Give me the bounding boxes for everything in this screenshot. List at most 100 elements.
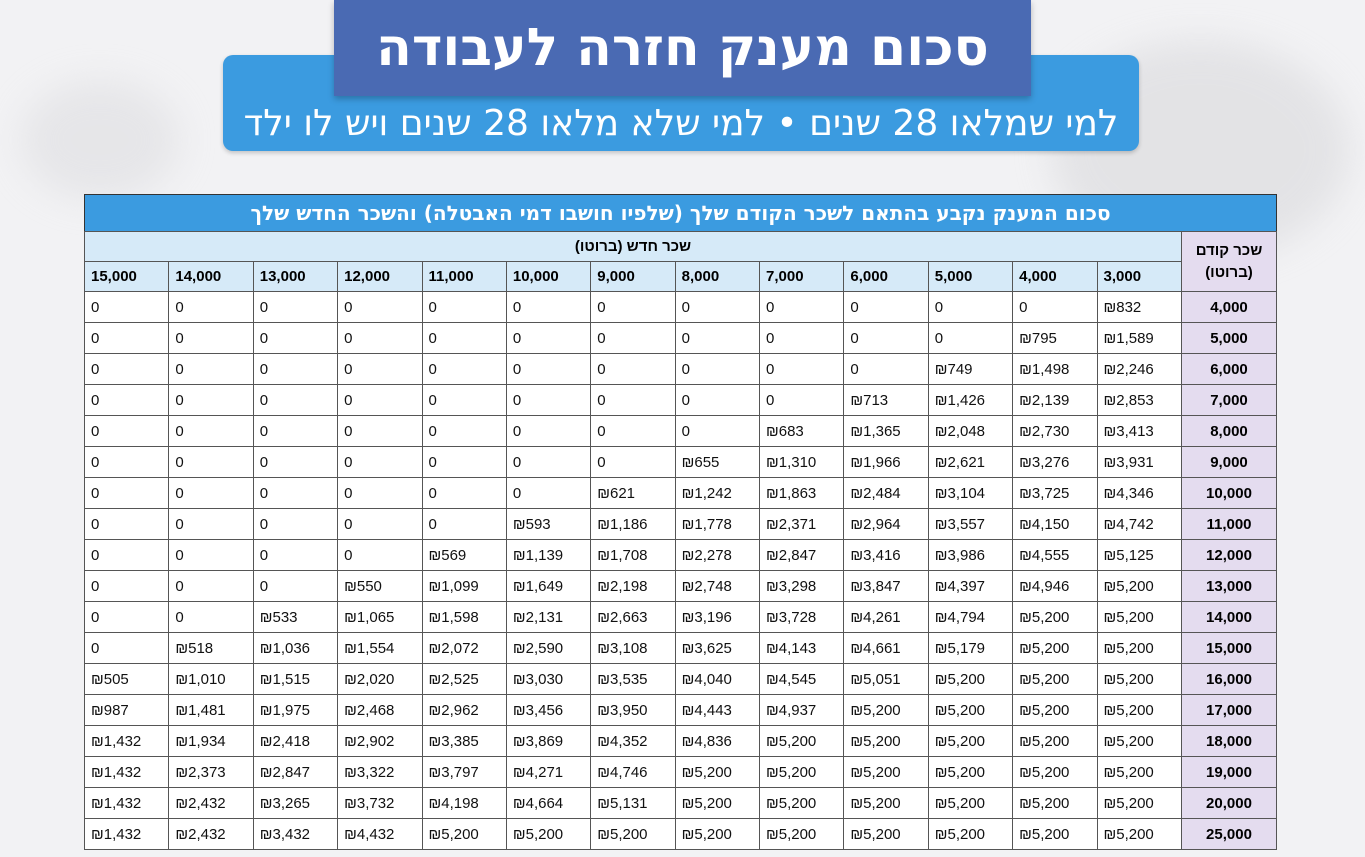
grant-cell: 0 xyxy=(252,291,339,323)
grant-cell: ₪1,481 xyxy=(168,694,254,726)
grant-cell: ₪1,186 xyxy=(590,508,676,540)
row-header: 5,000 xyxy=(1181,322,1277,354)
grant-cell: 0 xyxy=(590,322,676,354)
grant-cell: ₪4,352 xyxy=(590,725,676,757)
grant-cell: ₪2,432 xyxy=(168,818,254,850)
grant-cell: ₪3,030 xyxy=(505,663,592,695)
grant-cell: ₪5,200 xyxy=(927,756,1014,788)
grant-cell: ₪593 xyxy=(505,508,592,540)
grant-cell: 0 xyxy=(168,570,254,602)
table-row: ₪1,432 ₪2,373 ₪2,847 ₪3,322 ₪3,797 ₪4,271 ₪4,7… xyxy=(83,756,1277,788)
grant-cell: ₪5,200 xyxy=(674,787,761,819)
table-row: ₪1,432 ₪1,934 ₪2,418 ₪2,902 ₪3,385 ₪3,869 ₪4,3… xyxy=(83,725,1277,757)
grant-cell: 0 xyxy=(674,384,761,416)
grant-cell: 0 xyxy=(505,446,592,478)
grant-cell: ₪3,950 xyxy=(590,694,676,726)
grant-cell: ₪1,498 xyxy=(1012,353,1098,385)
grant-cell: ₪2,278 xyxy=(674,539,761,571)
background-decoration xyxy=(20,80,180,200)
grant-cell: 0 xyxy=(674,353,761,385)
grant-cell: ₪2,373 xyxy=(168,756,254,788)
row-header: 11,000 xyxy=(1181,508,1277,540)
grant-cell: 0 xyxy=(252,322,339,354)
grant-cell: ₪3,413 xyxy=(1096,415,1182,447)
column-header: 14,000 xyxy=(168,261,254,292)
grant-cell: 0 xyxy=(83,291,170,323)
grant-cell: ₪5,200 xyxy=(1012,725,1098,757)
grant-cell: ₪4,794 xyxy=(927,601,1014,633)
grant-cell: ₪1,515 xyxy=(252,663,339,695)
grant-cell: 0 xyxy=(843,322,929,354)
grant-cell: 0 xyxy=(337,446,423,478)
row-header: 14,000 xyxy=(1181,601,1277,633)
grant-cell: ₪4,742 xyxy=(1096,508,1182,540)
column-header: 5,000 xyxy=(927,261,1014,292)
grant-cell: ₪5,200 xyxy=(758,756,845,788)
grant-cell: ₪3,625 xyxy=(674,632,761,664)
grant-cell: ₪4,661 xyxy=(843,632,929,664)
grant-cell: ₪3,385 xyxy=(421,725,507,757)
grant-cell: ₪4,946 xyxy=(1012,570,1098,602)
grant-cell: ₪569 xyxy=(421,539,507,571)
grant-cell: 0 xyxy=(505,477,592,509)
grant-cell: ₪3,322 xyxy=(337,756,423,788)
grant-cell: 0 xyxy=(421,415,507,447)
grant-cell: ₪5,125 xyxy=(1096,539,1182,571)
grant-cell: ₪1,966 xyxy=(843,446,929,478)
grant-cell: ₪655 xyxy=(674,446,761,478)
grant-cell: ₪2,139 xyxy=(1012,384,1098,416)
grant-cell: ₪749 xyxy=(927,353,1014,385)
table-row: 0 0 0 0 0 0 0 ₪655 ₪1,310 ₪1,966 ₪2,621 ₪3,276 ₪3,93… xyxy=(83,446,1277,478)
grant-cell: 0 xyxy=(927,291,1014,323)
table-row: ₪505 ₪1,010 ₪1,515 ₪2,020 ₪2,525 ₪3,030 ₪3,535… xyxy=(83,663,1277,695)
grant-cell: ₪1,426 xyxy=(927,384,1014,416)
row-header: 10,000 xyxy=(1181,477,1277,509)
page-title: סכום מענק חזרה לעבודה xyxy=(334,0,1031,96)
grant-cell: ₪5,200 xyxy=(505,818,592,850)
grant-cell: 0 xyxy=(927,322,1014,354)
grant-cell: ₪5,200 xyxy=(1012,756,1098,788)
grant-cell: ₪5,200 xyxy=(1096,818,1182,850)
grant-cell: 0 xyxy=(1012,291,1098,323)
grant-cell: ₪2,748 xyxy=(674,570,761,602)
grant-cell: 0 xyxy=(337,539,423,571)
grant-cell: 0 xyxy=(168,384,254,416)
grant-cell: 0 xyxy=(337,477,423,509)
grant-cell: ₪3,725 xyxy=(1012,477,1098,509)
grant-cell: ₪4,432 xyxy=(337,818,423,850)
grant-cell: ₪1,554 xyxy=(337,632,423,664)
grant-cell: 0 xyxy=(758,353,845,385)
grant-cell: 0 xyxy=(843,291,929,323)
grant-cell: 0 xyxy=(168,353,254,385)
grant-cell: 0 xyxy=(590,415,676,447)
grant-cell: 0 xyxy=(337,322,423,354)
grant-cell: 0 xyxy=(337,415,423,447)
grant-cell: ₪5,200 xyxy=(1012,663,1098,695)
grant-cell: 0 xyxy=(505,291,592,323)
grant-cell: ₪5,200 xyxy=(1012,632,1098,664)
grant-cell: ₪4,664 xyxy=(505,787,592,819)
grant-cell: 0 xyxy=(421,477,507,509)
grant-cell: ₪3,456 xyxy=(505,694,592,726)
grant-cell: ₪987 xyxy=(83,694,170,726)
grant-cell: ₪5,200 xyxy=(1096,725,1182,757)
column-header: 15,000 xyxy=(83,261,170,292)
row-header: 16,000 xyxy=(1181,663,1277,695)
previous-salary-header: שכר קודם (ברוטו) xyxy=(1181,231,1277,292)
grant-cell: ₪5,051 xyxy=(843,663,929,695)
grant-cell: ₪1,139 xyxy=(505,539,592,571)
grant-cell: 0 xyxy=(252,446,339,478)
grant-cell: ₪3,847 xyxy=(843,570,929,602)
column-header: 8,000 xyxy=(674,261,761,292)
grant-cell: ₪3,986 xyxy=(927,539,1014,571)
grant-cell: ₪2,663 xyxy=(590,601,676,633)
grant-cell: ₪2,590 xyxy=(505,632,592,664)
grant-cell: 0 xyxy=(505,353,592,385)
grant-cell: ₪518 xyxy=(168,632,254,664)
row-header: 4,000 xyxy=(1181,291,1277,323)
grant-cell: ₪5,200 xyxy=(674,818,761,850)
grant-cell: ₪2,198 xyxy=(590,570,676,602)
grant-cell: ₪5,200 xyxy=(927,818,1014,850)
row-header: 17,000 xyxy=(1181,694,1277,726)
column-header: 7,000 xyxy=(758,261,845,292)
